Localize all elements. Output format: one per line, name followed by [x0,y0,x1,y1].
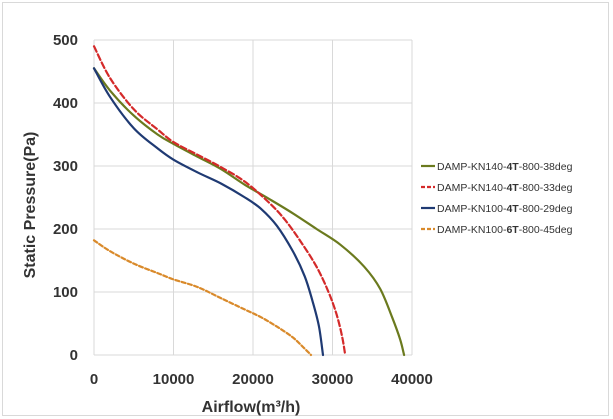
y-axis-title: Static Pressure(Pa) [22,132,39,279]
y-tick-label: 100 [53,284,78,301]
series-line-3 [92,67,325,357]
x-tick-label: 30000 [312,371,354,388]
legend-label: DAMP-KN100-6T-800-45deg [437,224,573,236]
chart-frame [2,2,609,416]
series-line-4 [92,239,313,357]
series-line-2 [92,45,347,357]
gridlines [93,39,413,356]
x-axis-title: Airflow(m³/h) [202,399,301,416]
series-lines [92,45,406,357]
x-axis-ticks: 0 10000 20000 30000 40000 [90,371,433,388]
x-tick-label: 0 [90,371,98,388]
legend: DAMP-KN140-4T-800-38deg DAMP-KN140-4T-800… [421,161,573,236]
legend-label: DAMP-KN140-4T-800-38deg [437,161,573,173]
x-tick-label: 40000 [391,371,433,388]
y-tick-label: 400 [53,95,78,112]
y-tick-label: 500 [53,32,78,49]
x-tick-label: 10000 [153,371,195,388]
y-tick-label: 200 [53,221,78,238]
y-axis-ticks: 0 100 200 300 400 500 [53,32,78,364]
legend-label: DAMP-KN140-4T-800-33deg [437,182,573,194]
y-tick-label: 0 [70,347,78,364]
y-tick-label: 300 [53,158,78,175]
x-tick-label: 20000 [232,371,274,388]
series-line-1 [92,67,406,357]
legend-label: DAMP-KN100-4T-800-29deg [437,203,573,215]
